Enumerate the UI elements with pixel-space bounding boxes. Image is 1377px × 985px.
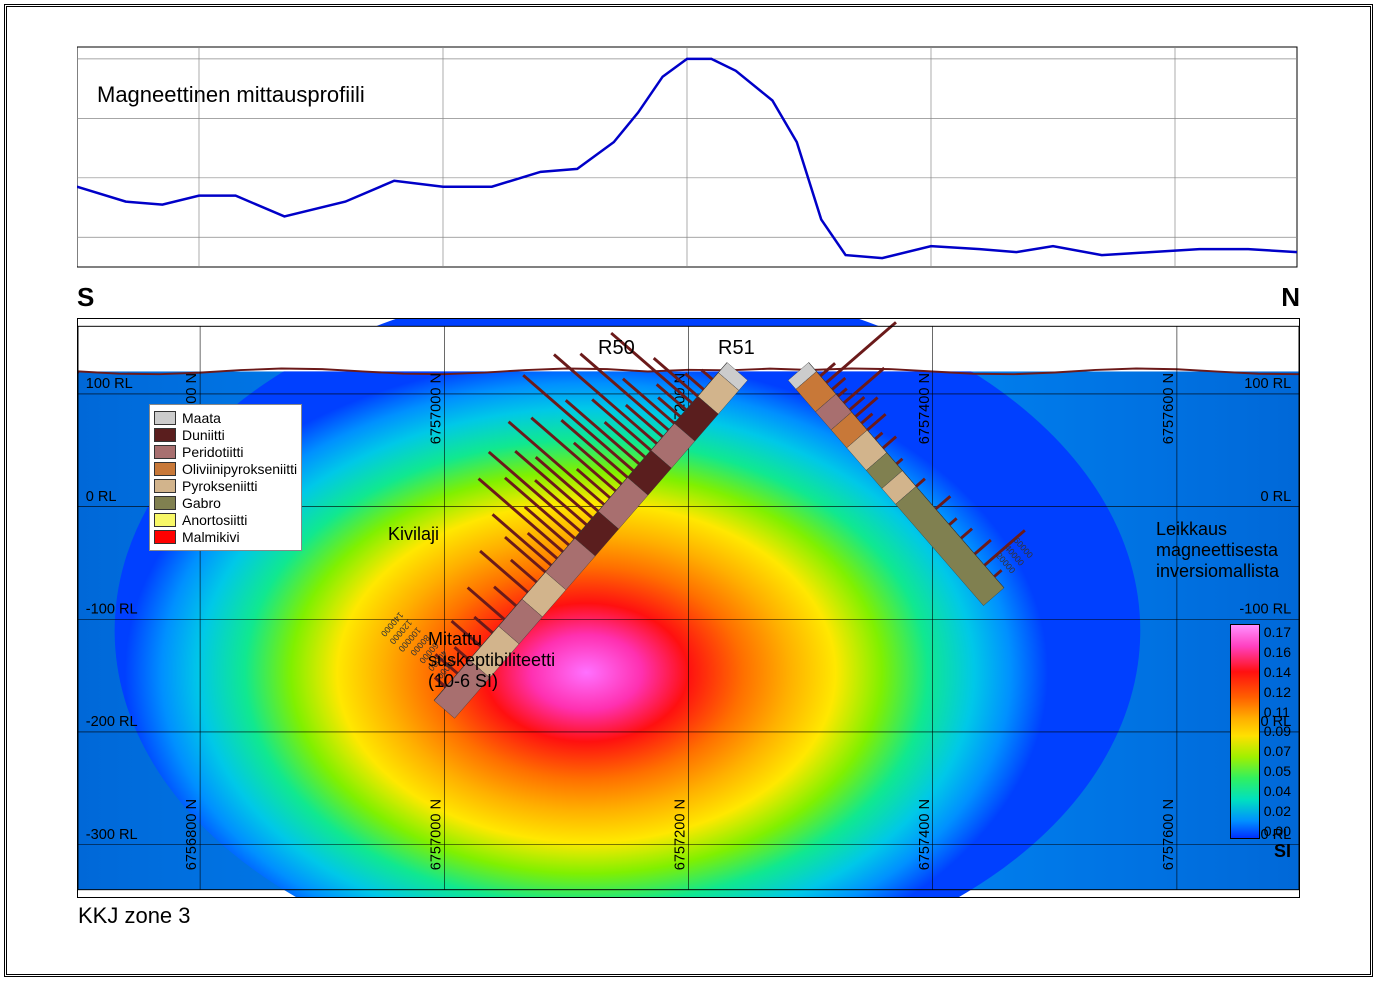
compass-north: N — [1281, 282, 1300, 313]
colorbar-tick: 0.12 — [1264, 684, 1291, 700]
colorbar-ticks: 0.17 0.16 0.14 0.12 0.11 0.09 0.07 0.05 0.04 0.02… — [1264, 624, 1291, 839]
svg-text:-200 RL: -200 RL — [86, 714, 138, 730]
drillhole-label-r51: R51 — [718, 337, 755, 360]
colorbar: 0.17 0.16 0.14 0.12 0.11 0.09 0.07 0.05 0.04 0.02… — [1230, 624, 1291, 862]
legend-swatch — [154, 462, 176, 476]
svg-text:0 RL: 0 RL — [86, 489, 117, 505]
colorbar-tick: 0.11 — [1264, 704, 1291, 720]
legend-swatch — [154, 496, 176, 510]
colorbar-tick: 0.00 — [1264, 823, 1291, 839]
colorbar-si-label: SI — [1230, 841, 1291, 862]
drillhole-label-r50: R50 — [598, 337, 635, 360]
legend-item: Malmikivi — [154, 529, 297, 545]
legend-label: Pyrokseniitti — [182, 478, 257, 494]
legend-label: Malmikivi — [182, 529, 240, 545]
svg-text:100 RL: 100 RL — [86, 376, 133, 392]
colorbar-gradient — [1230, 624, 1260, 839]
colorbar-tick: 0.05 — [1264, 763, 1291, 779]
svg-text:100 RL: 100 RL — [1244, 376, 1291, 392]
cross-section-chart: 6756800 N6756800 N6757000 N6757000 N6757… — [77, 318, 1300, 898]
colorbar-tick: 0.02 — [1264, 803, 1291, 819]
legend-label: Duniitti — [182, 427, 225, 443]
legend-label: Oliviinipyrokseniitti — [182, 461, 297, 477]
label-kivilaji: Kivilaji — [388, 524, 439, 545]
colorbar-tick: 0.17 — [1264, 624, 1291, 640]
svg-text:0 RL: 0 RL — [1260, 489, 1291, 505]
legend-label: Peridotiitti — [182, 444, 243, 460]
colorbar-tick: 0.09 — [1264, 723, 1291, 739]
legend-label: Anortosiitti — [182, 512, 247, 528]
legend-swatch — [154, 445, 176, 459]
legend-item: Gabro — [154, 495, 297, 511]
svg-text:-100 RL: -100 RL — [1239, 601, 1291, 617]
legend-swatch — [154, 411, 176, 425]
label-leikkaus: Leikkaus magneettisesta inversiomallista — [1156, 519, 1279, 582]
legend-item: Maata — [154, 410, 297, 426]
profile-svg: 52000530005400055000 — [77, 37, 1337, 277]
legend-label: Maata — [182, 410, 221, 426]
legend-swatch — [154, 513, 176, 527]
svg-text:6757200 N: 6757200 N — [673, 799, 689, 870]
lithology-legend: MaataDuniittiPeridotiittiOliviinipyrokse… — [149, 404, 302, 551]
magnetic-profile-chart: 52000530005400055000 Magneettinen mittau… — [77, 37, 1340, 277]
legend-item: Pyrokseniitti — [154, 478, 297, 494]
colorbar-tick: 0.14 — [1264, 664, 1291, 680]
legend-label: Gabro — [182, 495, 221, 511]
legend-item: Duniitti — [154, 427, 297, 443]
svg-text:6757400 N: 6757400 N — [917, 373, 933, 444]
legend-swatch — [154, 428, 176, 442]
colorbar-tick: 0.07 — [1264, 743, 1291, 759]
label-mitattu: Mitattu suskeptibiliteetti (10-6 SI) — [428, 629, 555, 692]
svg-text:6757400 N: 6757400 N — [917, 799, 933, 870]
svg-text:6757600 N: 6757600 N — [1161, 799, 1177, 870]
svg-text:6757000 N: 6757000 N — [428, 799, 444, 870]
svg-text:6757600 N: 6757600 N — [1161, 373, 1177, 444]
legend-swatch — [154, 530, 176, 544]
legend-item: Anortosiitti — [154, 512, 297, 528]
coordinate-system-label: KKJ zone 3 — [78, 903, 191, 929]
legend-swatch — [154, 479, 176, 493]
legend-item: Oliviinipyrokseniitti — [154, 461, 297, 477]
compass-row: S N — [77, 282, 1300, 313]
profile-title: Magneettinen mittausprofiili — [97, 82, 365, 108]
colorbar-tick: 0.16 — [1264, 644, 1291, 660]
colorbar-tick: 0.04 — [1264, 783, 1291, 799]
svg-text:6756800 N: 6756800 N — [184, 799, 200, 870]
legend-item: Peridotiitti — [154, 444, 297, 460]
svg-text:-100 RL: -100 RL — [86, 601, 138, 617]
svg-text:6757000 N: 6757000 N — [428, 373, 444, 444]
compass-south: S — [77, 282, 94, 313]
svg-text:-300 RL: -300 RL — [86, 827, 138, 843]
